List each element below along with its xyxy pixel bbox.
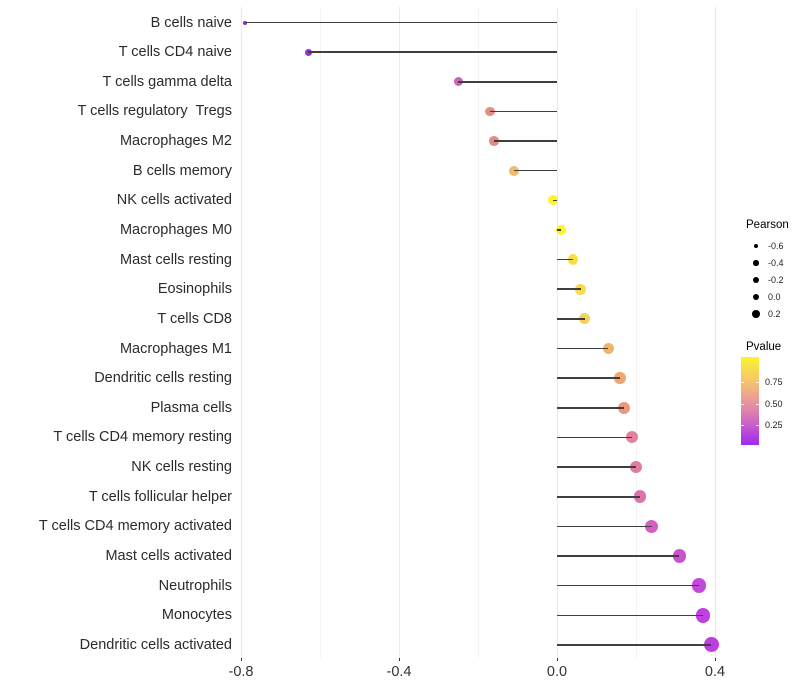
colorbar-label: 0.50 — [765, 399, 783, 409]
category-label: Macrophages M0 — [119, 221, 232, 238]
lollipop-dot — [567, 254, 579, 265]
lollipop-stem — [557, 466, 636, 468]
lollipop-stem — [557, 436, 633, 439]
lollipop-stem — [458, 80, 557, 83]
category-label: T cells CD8 — [157, 310, 232, 327]
lollipop-dot — [579, 313, 591, 325]
category-label: Plasma cells — [150, 399, 232, 416]
x-tick-mark — [399, 658, 400, 661]
lollipop-dot — [645, 519, 659, 533]
lollipop-dot — [614, 372, 626, 384]
category-label: T cells CD4 memory activated — [38, 518, 232, 535]
size-legend-title: Pearson — [746, 219, 789, 231]
lollipop-stem — [557, 229, 561, 231]
lollipop-stem — [557, 644, 712, 646]
size-legend-label: 0.0 — [768, 292, 781, 302]
colorbar-tick-right — [756, 425, 759, 426]
colorbar-tick-left — [741, 425, 744, 426]
category-label: T cells gamma delta — [102, 73, 232, 90]
colorbar-label: 0.25 — [765, 420, 783, 430]
x-tick-label: -0.4 — [386, 664, 412, 680]
category-label: Macrophages M1 — [119, 340, 232, 357]
category-label: B cells memory — [132, 162, 232, 179]
lollipop-stem — [557, 347, 609, 350]
lollipop-dot — [602, 342, 615, 355]
lollipop-stem — [493, 140, 557, 142]
lollipop-stem — [557, 288, 581, 291]
gridline-major — [240, 7, 242, 658]
x-tick-mark — [557, 658, 558, 661]
category-label: T cells CD4 memory resting — [53, 429, 232, 446]
lollipop-dot — [691, 578, 707, 593]
plot-panel — [238, 7, 730, 658]
colorbar-label: 0.75 — [765, 377, 783, 387]
size-legend-label: -0.4 — [768, 258, 784, 268]
colorbar-tick-left — [741, 404, 744, 405]
size-legend-dot — [752, 276, 760, 284]
category-label: T cells CD4 naive — [118, 44, 232, 61]
gridline-minor — [477, 7, 479, 658]
lollipop-stem — [489, 110, 557, 113]
gridline-minor — [319, 7, 321, 658]
size-legend-label: 0.2 — [768, 309, 781, 319]
colorbar-tick-right — [756, 382, 759, 383]
lollipop-dot — [575, 284, 586, 295]
category-label: T cells regulatory Tregs — [77, 103, 232, 120]
category-label: Mast cells activated — [105, 548, 232, 565]
lollipop-stem — [557, 525, 652, 528]
category-label: Neutrophils — [158, 577, 232, 594]
lollipop-stem — [557, 584, 700, 587]
x-tick-label: 0.0 — [546, 664, 568, 680]
size-legend-dot — [752, 293, 760, 301]
size-legend-label: -0.6 — [768, 241, 784, 251]
category-label: T cells follicular helper — [88, 488, 232, 505]
lollipop-stem — [308, 51, 557, 53]
lollipop-dot — [703, 637, 719, 653]
category-label: NK cells activated — [116, 192, 232, 209]
lollipop-stem — [557, 614, 704, 617]
gridline-major — [714, 7, 716, 658]
colorbar-tick-right — [756, 404, 759, 405]
lollipop-dot — [629, 460, 643, 474]
category-label: B cells naive — [150, 14, 232, 31]
size-legend-label: -0.2 — [768, 275, 784, 285]
category-label: Mast cells resting — [119, 251, 232, 268]
category-label: NK cells resting — [131, 459, 232, 476]
x-tick-label: 0.4 — [704, 664, 726, 680]
x-tick-mark — [241, 658, 242, 661]
category-label: Macrophages M2 — [119, 133, 232, 150]
lollipop-dot — [555, 224, 566, 235]
lollipop-stem — [557, 555, 680, 557]
lollipop-stem — [553, 199, 557, 202]
x-tick-label: -0.8 — [228, 664, 254, 680]
lollipop-stem — [557, 377, 621, 379]
pvalue-colorbar — [741, 357, 759, 445]
gridline-major — [398, 7, 400, 658]
colorbar-tick-left — [741, 382, 744, 383]
category-label: Monocytes — [161, 607, 232, 624]
color-legend-title: Pvalue — [746, 341, 782, 353]
lollipop-stem — [557, 258, 573, 261]
category-label: Eosinophils — [157, 281, 232, 298]
lollipop-stem — [557, 407, 625, 409]
size-legend-dot — [753, 260, 759, 266]
lollipop-dot — [618, 401, 631, 414]
category-label: Dendritic cells activated — [79, 636, 232, 653]
x-tick-mark — [715, 658, 716, 661]
lollipop-dot — [672, 549, 687, 563]
lollipop-stem — [557, 318, 585, 320]
gridline-minor — [635, 7, 637, 658]
gridline-major — [556, 7, 558, 658]
lollipop-dot — [626, 431, 639, 444]
lollipop-stem — [244, 21, 557, 24]
size-legend-dot — [753, 243, 759, 249]
lollipop-stem — [513, 169, 557, 172]
size-legend-dot — [752, 310, 760, 318]
lollipop-dot — [695, 608, 711, 623]
category-label: Dendritic cells resting — [94, 370, 232, 387]
lollipop-dot — [633, 490, 647, 503]
lollipop-stem — [557, 495, 640, 498]
